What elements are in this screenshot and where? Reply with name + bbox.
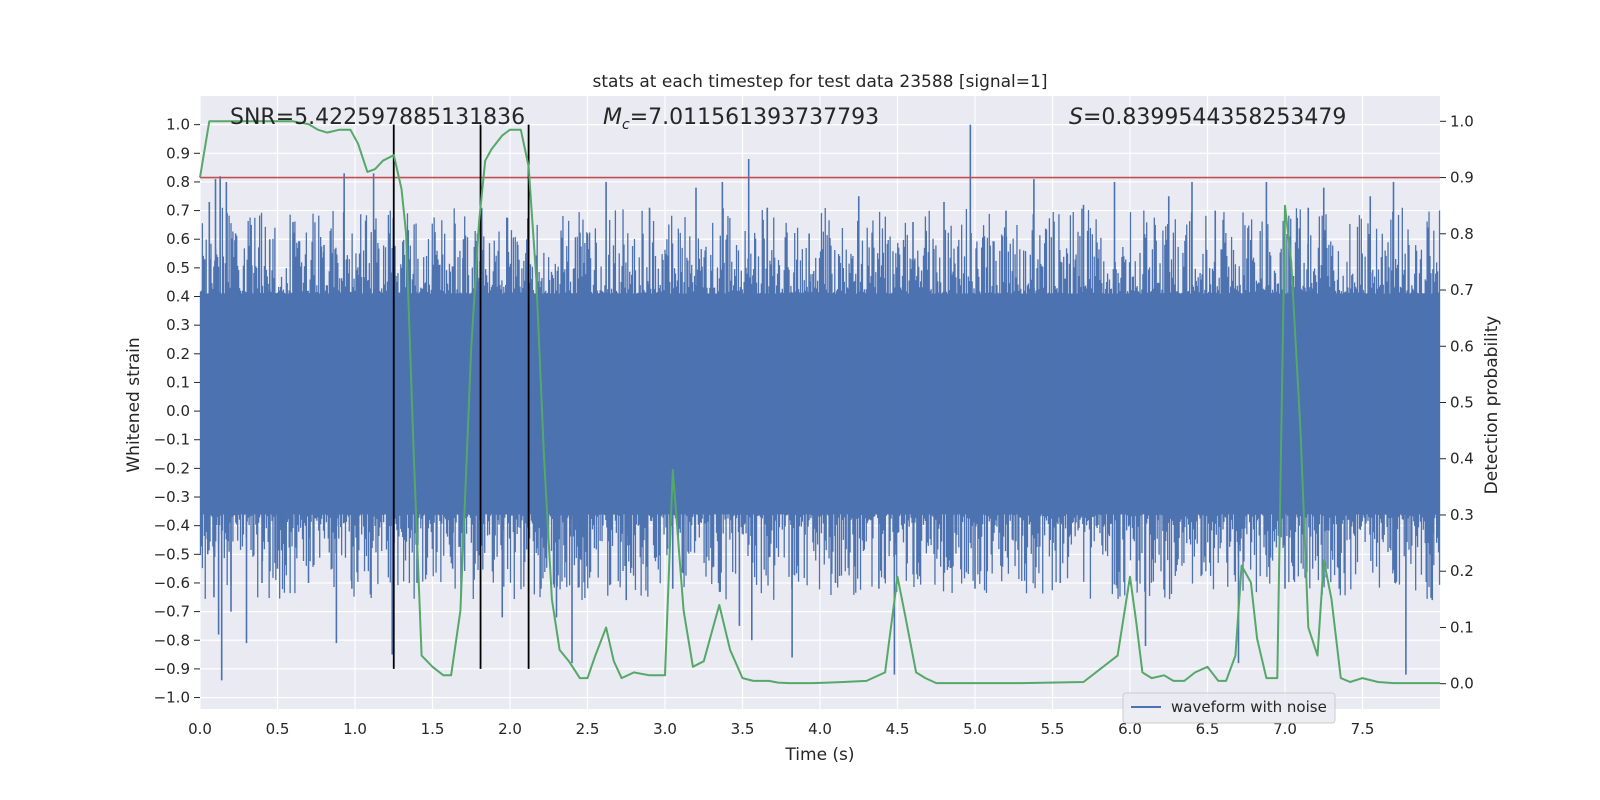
y-tick-label: 0.5 <box>166 259 190 277</box>
y-tick-label: 0.2 <box>166 345 190 363</box>
y-axis-label: Whitened strain <box>124 337 144 472</box>
y2-tick-label: 0.4 <box>1450 450 1474 468</box>
y2-tick-label: 0.0 <box>1450 675 1474 693</box>
y-tick-label: 0.4 <box>166 288 190 306</box>
y-tick-label: −0.8 <box>154 631 190 649</box>
y-tick-label: −0.3 <box>154 488 190 506</box>
x-tick-label: 2.5 <box>576 720 600 738</box>
y2-tick-label: 0.6 <box>1450 337 1474 355</box>
x-tick-label: 7.5 <box>1351 720 1375 738</box>
detection-probability-line <box>199 120 1440 685</box>
y-tick-label: −0.9 <box>154 660 190 678</box>
y-tick-label: 0.8 <box>166 173 190 191</box>
y-tick-label: 0.3 <box>166 316 190 334</box>
legend-label: waveform with noise <box>1171 698 1327 716</box>
y2-tick-label: 0.3 <box>1450 506 1474 524</box>
snr-annotation: SNR=5.422597885131836 <box>230 105 525 130</box>
y-tick-label: 0.7 <box>166 202 190 220</box>
y2-tick-label: 1.0 <box>1450 112 1474 130</box>
mc-subscript: c <box>622 117 630 133</box>
x-tick-label: 6.0 <box>1118 720 1142 738</box>
s-symbol: S <box>1069 105 1083 130</box>
y-tick-label: −0.7 <box>154 603 190 621</box>
y-tick-label: −0.4 <box>154 517 190 535</box>
waveform-series <box>199 124 1441 681</box>
x-tick-label: 7.0 <box>1273 720 1297 738</box>
mc-symbol: M <box>603 105 622 130</box>
y2-tick-label: 0.7 <box>1450 281 1474 299</box>
y-tick-label: −1.0 <box>154 689 190 707</box>
y-tick-label: 0.6 <box>166 230 190 248</box>
x-tick-label: 1.5 <box>421 720 445 738</box>
x-tick-label: 0.0 <box>188 720 212 738</box>
s-value: =0.8399544358253479 <box>1083 105 1346 130</box>
overlay-series <box>199 120 1440 685</box>
mc-value: =7.011561393737793 <box>630 105 879 130</box>
y-tick-label: −0.1 <box>154 431 190 449</box>
mc-annotation: Mc=7.011561393737793 <box>603 105 879 133</box>
x-tick-label: 0.5 <box>266 720 290 738</box>
x-tick-label: 6.5 <box>1196 720 1220 738</box>
x-tick-label: 3.0 <box>653 720 677 738</box>
x-tick-label: 1.0 <box>343 720 367 738</box>
y2-tick-label: 0.1 <box>1450 618 1474 636</box>
x-tick-label: 4.5 <box>886 720 910 738</box>
x-axis-label: Time (s) <box>784 745 854 765</box>
x-tick-label: 2.0 <box>498 720 522 738</box>
x-tick-label: 5.5 <box>1041 720 1065 738</box>
y-tick-label: 1.0 <box>166 116 190 134</box>
y2-tick-label: 0.5 <box>1450 394 1474 412</box>
y-tick-label: −0.2 <box>154 459 190 477</box>
y2-tick-label: 0.2 <box>1450 562 1474 580</box>
y2-axis-label: Detection probability <box>1482 316 1502 495</box>
y-tick-label: 0.0 <box>166 402 190 420</box>
legend-box <box>1122 692 1336 724</box>
legend: waveform with noise <box>1122 692 1336 724</box>
chart-title: stats at each timestep for test data 235… <box>593 72 1048 92</box>
y-tick-label: 0.9 <box>166 144 190 162</box>
y2-tick-label: 0.8 <box>1450 225 1474 243</box>
x-tick-label: 5.0 <box>963 720 987 738</box>
s-annotation: S=0.8399544358253479 <box>1069 105 1346 130</box>
axes: 0.0 0.5 1.0 1.5 2.0 2.5 3.0 3.5 4.0 4.5 5.0 5.5 6.0 6… <box>154 112 1474 738</box>
x-tick-label: 3.5 <box>731 720 755 738</box>
y-tick-label: −0.6 <box>154 574 190 592</box>
y-tick-label: −0.5 <box>154 545 190 563</box>
y-tick-label: 0.1 <box>166 373 190 391</box>
y2-tick-label: 0.9 <box>1450 169 1474 187</box>
x-tick-label: 4.0 <box>808 720 832 738</box>
